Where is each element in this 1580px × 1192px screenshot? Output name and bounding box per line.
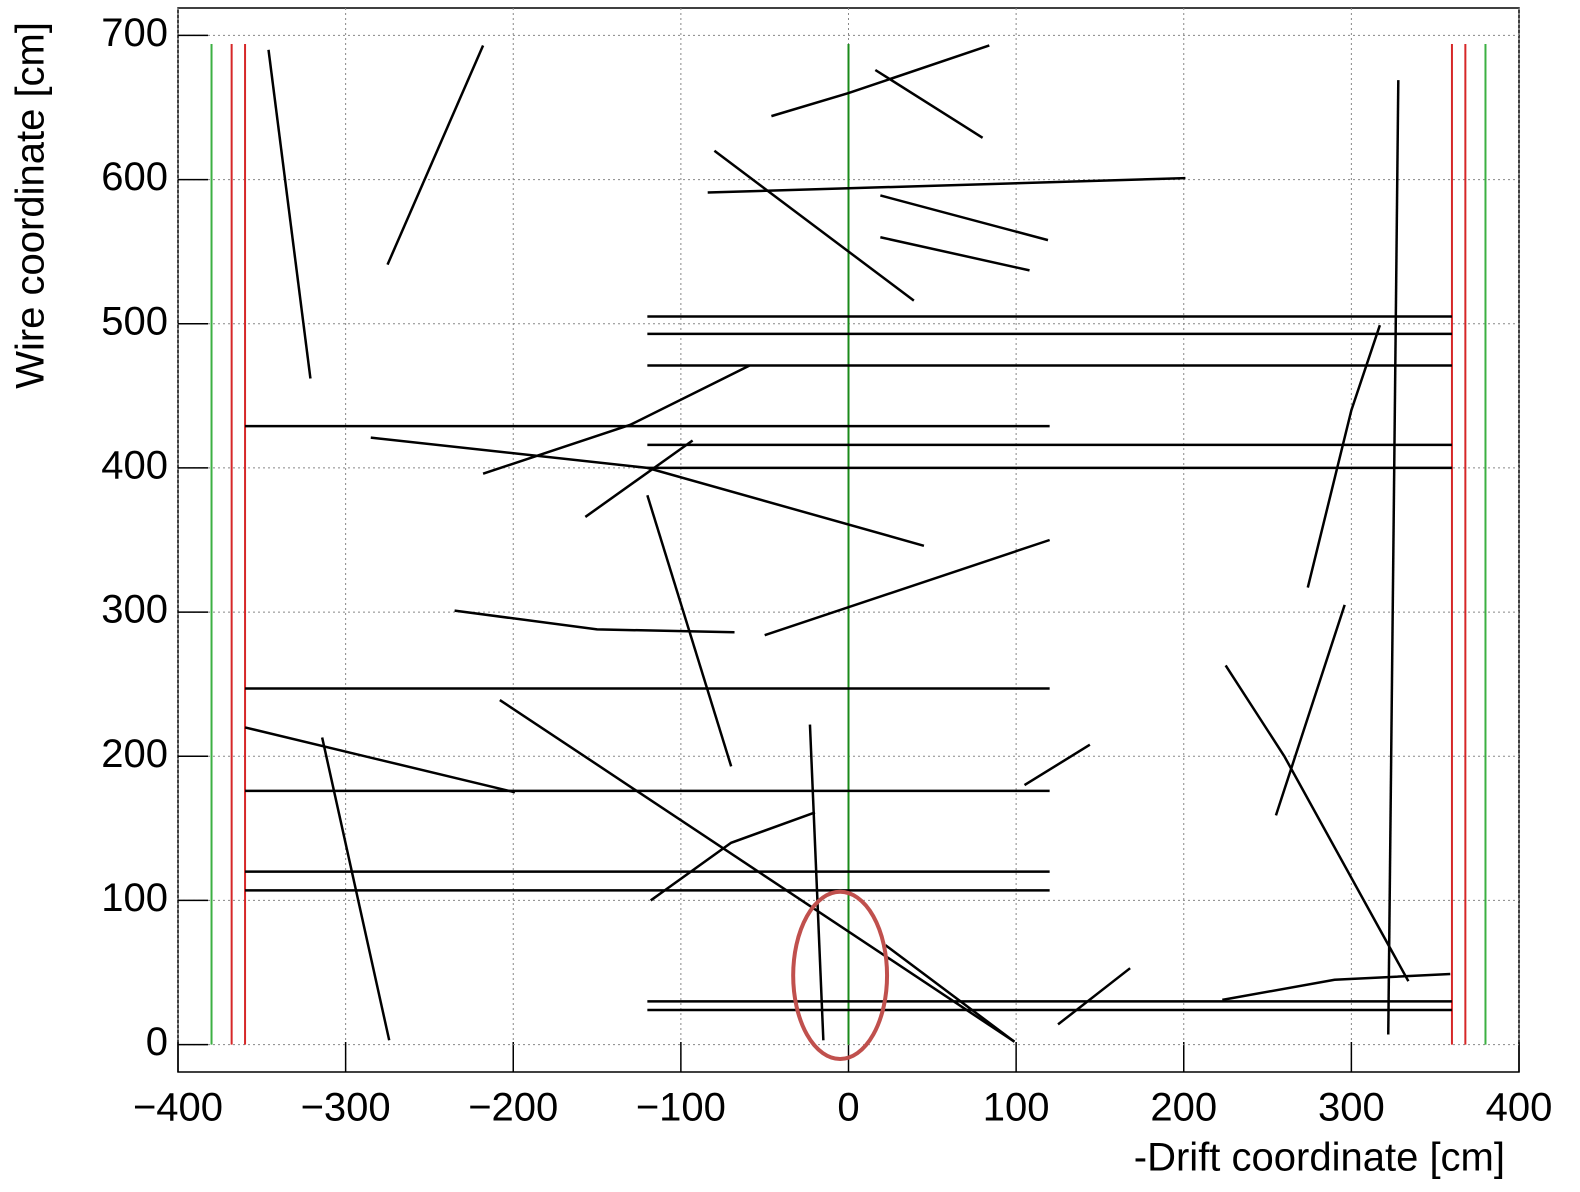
x-tick-label: 100 — [983, 1086, 1050, 1130]
x-tick-label: 300 — [1318, 1086, 1385, 1130]
y-tick-label: 400 — [101, 443, 168, 487]
x-tick-label: 200 — [1150, 1086, 1217, 1130]
y-tick-label: 700 — [101, 11, 168, 55]
chart: -Drift coordinate [cm] Wire coordinate [… — [0, 0, 1580, 1192]
y-tick-label: 300 — [101, 588, 168, 632]
y-tick-label: 100 — [101, 876, 168, 920]
y-tick-label: 200 — [101, 732, 168, 776]
x-tick-label: 400 — [1486, 1086, 1553, 1130]
y-tick-label: 500 — [101, 299, 168, 343]
x-tick-label: −400 — [133, 1086, 223, 1130]
y-tick-label: 0 — [146, 1020, 168, 1064]
page: -Drift coordinate [cm] Wire coordinate [… — [0, 0, 1580, 1192]
x-tick-label: −300 — [301, 1086, 391, 1130]
x-axis-title: -Drift coordinate [cm] — [1134, 1136, 1505, 1180]
y-axis-title: Wire coordinate [cm] — [9, 22, 53, 389]
x-tick-label: −100 — [636, 1086, 726, 1130]
x-tick-label: −200 — [468, 1086, 558, 1130]
x-tick-label: 0 — [837, 1086, 859, 1130]
y-tick-label: 600 — [101, 155, 168, 199]
